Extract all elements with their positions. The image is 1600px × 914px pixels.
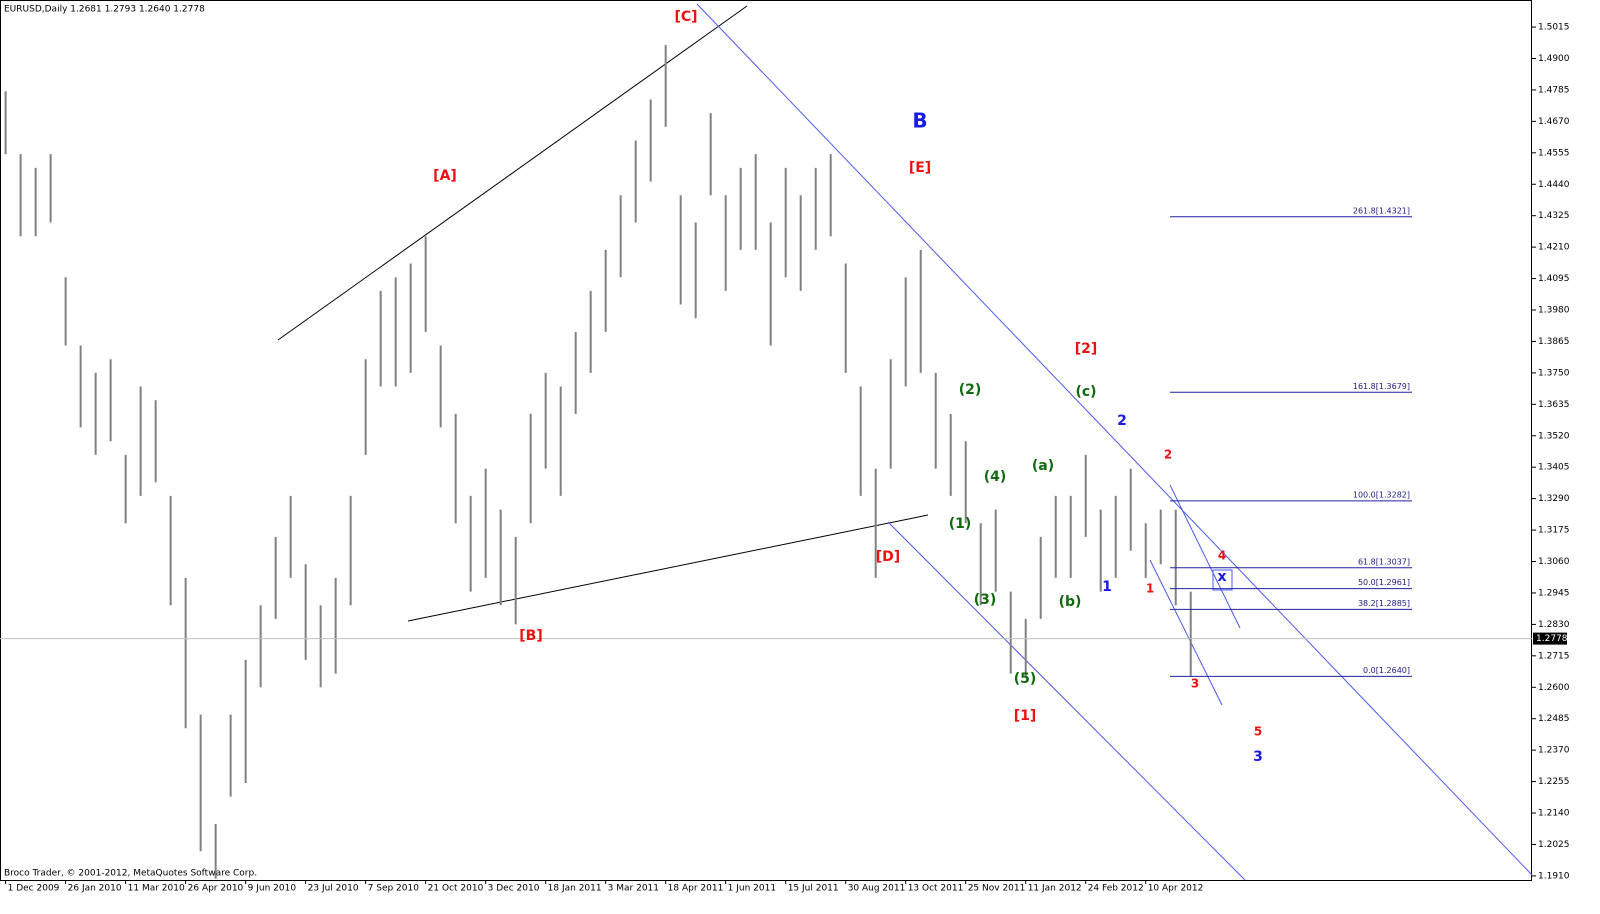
x-tick-label: 25 Nov 2011 [968, 884, 1026, 894]
x-tick-label: 10 Apr 2012 [1148, 884, 1204, 894]
y-tick-label: 1.2485 [1538, 714, 1570, 724]
wave-label: 5 [1254, 725, 1262, 739]
y-tick-label: 1.2140 [1538, 809, 1570, 819]
chart-title: EURUSD,Daily 1.2681 1.2793 1.2640 1.2778 [4, 5, 205, 15]
y-tick-label: 1.3290 [1538, 494, 1570, 504]
wave-label: 2 [1164, 448, 1172, 462]
y-tick-label: 1.3865 [1538, 337, 1570, 347]
y-tick-label: 1.2025 [1538, 840, 1570, 850]
y-tick-label: 1.2255 [1538, 777, 1570, 787]
x-tick-label: 30 Aug 2011 [848, 884, 906, 894]
x-tick-label: 3 Mar 2011 [608, 884, 659, 894]
y-tick-label: 1.3980 [1538, 306, 1570, 316]
wave-label: [2] [1075, 341, 1098, 357]
y-tick-label: 1.4785 [1538, 85, 1570, 95]
x-tick-label: 1 Dec 2009 [8, 884, 60, 894]
wave-label: (1) [949, 516, 972, 532]
y-tick-label: 1.5015 [1538, 23, 1570, 33]
y-tick-label: 1.3750 [1538, 368, 1570, 378]
y-tick-label: 1.1910 [1538, 871, 1570, 881]
wave-label: (c) [1075, 384, 1096, 400]
x-tick-label: 26 Apr 2010 [188, 884, 244, 894]
x-tick-label: 26 Jan 2010 [68, 884, 122, 894]
wave-label: (a) [1032, 458, 1054, 474]
x-tick-label: 21 Oct 2010 [428, 884, 484, 894]
fib-label: 161.8[1.3679] [1353, 382, 1410, 391]
target-box [1212, 569, 1233, 591]
x-tick-label: 15 Jul 2011 [788, 884, 839, 894]
trend-lines [277, 5, 929, 622]
wave-label: 4 [1218, 549, 1226, 563]
wave-label: 3 [1191, 677, 1199, 691]
channel-line [887, 521, 1246, 881]
x-tick-label: 18 Apr 2011 [668, 884, 724, 894]
wave-label: [A] [433, 168, 457, 184]
wave-label: (b) [1059, 594, 1082, 610]
channel-line [1149, 559, 1223, 706]
wave-label: (2) [959, 382, 982, 398]
wave-label: [D] [876, 549, 900, 565]
x-tick-label: 13 Oct 2011 [908, 884, 964, 894]
fib-label: 261.8[1.4321] [1353, 206, 1410, 215]
last-price-box [1533, 632, 1567, 645]
y-tick-label: 1.4900 [1538, 54, 1570, 64]
wave-label: x [1217, 569, 1226, 585]
trend-line [407, 514, 929, 622]
trend-line [277, 5, 748, 341]
x-tick-label: 11 Mar 2010 [128, 884, 185, 894]
y-tick-label: 1.2945 [1538, 588, 1570, 598]
fib-label: 50.0[1.2961] [1358, 578, 1410, 587]
wave-label: B [912, 109, 927, 133]
x-tick-label: 3 Dec 2010 [488, 884, 540, 894]
y-tick-label: 1.3635 [1538, 400, 1570, 410]
x-tick-label: 7 Sep 2010 [368, 884, 420, 894]
y-tick-label: 1.4670 [1538, 117, 1570, 127]
wave-label: (3) [974, 592, 997, 608]
y-tick-label: 1.4555 [1538, 148, 1570, 158]
y-tick-label: 1.2830 [1538, 620, 1570, 630]
wave-label: (4) [984, 469, 1007, 485]
wave-label: 1 [1146, 582, 1154, 596]
y-tick-label: 1.3175 [1538, 526, 1570, 536]
wave-label: (5) [1014, 671, 1037, 687]
x-tick-label: 24 Feb 2012 [1088, 884, 1144, 894]
fib-label: 61.8[1.3037] [1358, 557, 1410, 566]
x-tick-label: 18 Jan 2011 [548, 884, 602, 894]
fib-label: 38.2[1.2885] [1358, 599, 1410, 608]
fib-label: 100.0[1.3282] [1353, 490, 1410, 499]
wave-label: 1 [1102, 579, 1112, 595]
footer: Broco Trader, © 2001-2012, MetaQuotes So… [4, 869, 257, 879]
x-tick-label: 1 Jun 2011 [728, 884, 776, 894]
wave-label: [B] [519, 628, 542, 644]
y-tick-label: 1.2715 [1538, 651, 1570, 661]
x-tick-label: 11 Jan 2012 [1028, 884, 1082, 894]
y-tick-label: 1.4440 [1538, 180, 1570, 190]
y-tick-label: 1.3520 [1538, 431, 1570, 441]
x-tick-label: 9 Jun 2010 [248, 884, 297, 894]
last-price-label: 1.2778 [1536, 634, 1568, 644]
y-tick-label: 1.2600 [1538, 683, 1570, 693]
wave-label: [E] [909, 160, 931, 176]
y-tick-label: 1.4325 [1538, 211, 1570, 221]
wave-label: [1] [1014, 708, 1037, 724]
fib-label: 0.0[1.2640] [1363, 666, 1410, 675]
wave-label: [C] [674, 9, 697, 25]
y-tick-label: 1.3405 [1538, 463, 1570, 473]
plot-frame [0, 0, 1532, 881]
wave-label: 3 [1253, 749, 1263, 765]
y-tick-label: 1.4095 [1538, 274, 1570, 284]
channel-line [696, 3, 1533, 876]
y-tick-label: 1.2370 [1538, 746, 1570, 756]
channel-lines [696, 3, 1533, 881]
y-tick-label: 1.3060 [1538, 557, 1570, 567]
y-tick-label: 1.4210 [1538, 243, 1570, 253]
channel-line [1169, 484, 1241, 629]
wave-label: 2 [1117, 413, 1127, 429]
x-tick-label: 23 Jul 2010 [308, 884, 359, 894]
